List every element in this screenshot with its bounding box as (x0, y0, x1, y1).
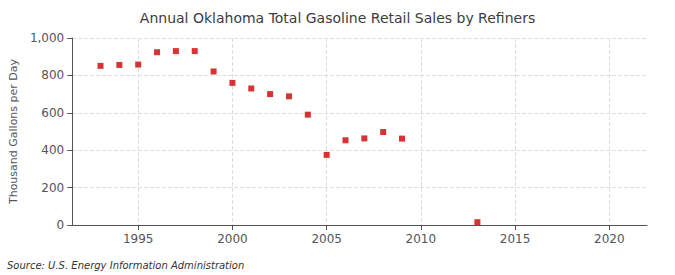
svg-text:2000: 2000 (217, 232, 248, 246)
svg-text:Source: U.S. Energy Informatio: Source: U.S. Energy Information Administ… (7, 260, 244, 271)
svg-text:2005: 2005 (311, 232, 342, 246)
svg-text:2010: 2010 (406, 232, 437, 246)
svg-text:1,000: 1,000 (30, 31, 64, 45)
svg-text:2020: 2020 (594, 232, 625, 246)
svg-text:200: 200 (41, 181, 64, 195)
svg-text:0: 0 (57, 218, 65, 232)
svg-text:Annual Oklahoma Total Gasoline: Annual Oklahoma Total Gasoline Retail Sa… (140, 10, 535, 26)
svg-text:1995: 1995 (123, 232, 154, 246)
svg-text:600: 600 (41, 106, 64, 120)
svg-text:800: 800 (41, 68, 64, 82)
svg-text:400: 400 (41, 143, 64, 157)
svg-text:Thousand Gallons per Day: Thousand Gallons per Day (7, 58, 20, 205)
svg-text:2015: 2015 (500, 232, 531, 246)
